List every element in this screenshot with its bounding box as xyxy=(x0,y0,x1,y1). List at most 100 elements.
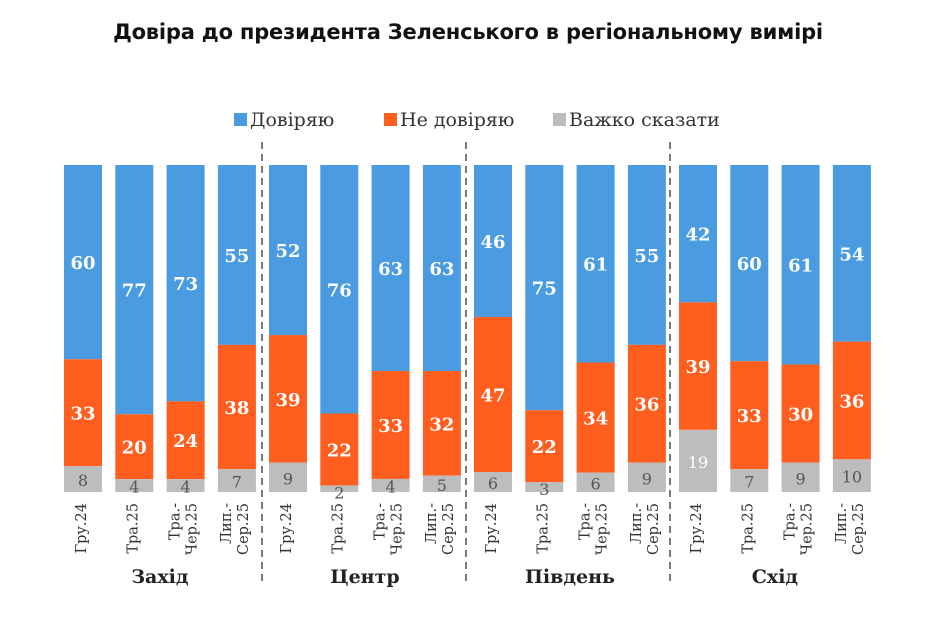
bar-2-2-xlabel: Тра.25 xyxy=(330,503,346,554)
legend-label-distrust: Не довіряю xyxy=(400,109,514,131)
bar-3-1-distrust xyxy=(474,316,512,473)
bar-3-3-distrust-label: 34 xyxy=(583,409,608,430)
bar-2-1-distrust-label: 39 xyxy=(275,390,300,411)
bar-1-1-hard xyxy=(64,466,102,492)
bar-3-4-trust xyxy=(627,165,666,345)
bar-4-2-hard xyxy=(730,469,769,492)
bar-2-2-distrust xyxy=(320,413,359,486)
bar-2-4-hard-label: 5 xyxy=(437,476,447,495)
legend: Довіряю Не довіряю Важко сказати xyxy=(234,109,720,131)
region-dividers xyxy=(261,142,671,582)
bar-1-4-trust xyxy=(217,165,256,345)
bar-2-1-xlabel: Гру.24 xyxy=(279,503,295,553)
x-tick-labels: Гру.24 Тра.25 Тра.-Чер.25 Лип.-Сер.25 Гру.24… xyxy=(74,503,867,555)
bar-1-4-xlabel: Лип.-Сер.25 xyxy=(219,503,252,555)
bar-4-2-distrust xyxy=(730,361,769,470)
bar-1-4-hard-label: 7 xyxy=(232,473,242,492)
bar-1-4-hard xyxy=(217,469,256,492)
bar-3-4-xlabel: Лип.-Сер.25 xyxy=(629,503,662,555)
bar-1-1-trust-label: 60 xyxy=(70,253,95,274)
bar-3-2-hard-label: 3 xyxy=(539,480,549,499)
bar-1-3-trust xyxy=(166,165,205,402)
bar-2-2-trust xyxy=(320,165,359,414)
legend-swatch-hard xyxy=(553,113,566,126)
legend-swatch-distrust xyxy=(384,113,397,126)
bar-2-3-hard-label: 4 xyxy=(386,477,396,496)
bars: 6033877204732445538752399762226333463325… xyxy=(64,165,871,502)
bar-1-2-hard-label: 4 xyxy=(129,478,139,497)
bar-3-4-trust-label: 55 xyxy=(634,246,659,267)
bar-1-1-distrust xyxy=(64,359,102,467)
bar-2-3-xlabel: Тра.-Чер.25 xyxy=(373,503,406,555)
legend-label-hard: Важко сказати xyxy=(569,109,720,131)
bar-1-1-xlabel: Гру.24 xyxy=(74,503,90,553)
bar-1-1-hard-label: 8 xyxy=(78,471,88,490)
bar-1-2-trust xyxy=(115,165,154,415)
bar-3-2-distrust xyxy=(525,410,564,483)
bar-3-1-distrust-label: 47 xyxy=(480,386,505,407)
bar-3-2-hard xyxy=(525,482,564,492)
bar-3-2-trust-label: 75 xyxy=(532,279,557,300)
bar-2-1-trust xyxy=(269,165,307,336)
bar-4-2-hard-label: 7 xyxy=(744,473,754,492)
bar-3-4-distrust xyxy=(627,344,666,463)
region-labels: Захід Центр Південь Схід xyxy=(131,566,798,588)
legend-label-trust: Довіряю xyxy=(250,109,334,131)
bar-1-4-trust-label: 55 xyxy=(224,246,249,267)
bar-1-2-distrust-label: 20 xyxy=(122,438,147,459)
bar-2-4-trust xyxy=(422,165,461,372)
bar-2-3-distrust xyxy=(371,371,410,479)
bar-4-3-xlabel: Тра.-Чер.25 xyxy=(783,503,816,555)
bar-2-3-hard xyxy=(371,478,410,492)
bar-2-1-hard-label: 9 xyxy=(283,469,293,488)
bar-4-3-hard xyxy=(781,462,820,492)
bar-4-4-xlabel: Лип.-Сер.25 xyxy=(834,503,867,555)
bar-3-4-distrust-label: 36 xyxy=(634,395,659,416)
bar-4-4-distrust-label: 36 xyxy=(839,391,864,412)
bar-1-3-distrust-label: 24 xyxy=(173,431,198,452)
bar-4-1-distrust xyxy=(679,302,717,430)
bar-3-2-trust xyxy=(525,165,564,411)
bar-4-3-hard-label: 9 xyxy=(796,469,806,488)
bar-1-3-hard xyxy=(166,479,205,492)
bar-3-3-trust xyxy=(576,165,615,363)
bar-2-3-trust-label: 63 xyxy=(378,259,403,280)
bar-4-4-hard xyxy=(832,459,871,492)
bar-3-3-hard xyxy=(576,472,615,492)
bar-4-2-trust xyxy=(730,165,769,362)
bar-1-2-xlabel: Тра.25 xyxy=(125,503,141,554)
bar-2-2-trust-label: 76 xyxy=(327,280,352,301)
bar-4-1-xlabel: Гру.24 xyxy=(689,503,705,553)
bar-3-4-hard xyxy=(627,462,666,492)
bar-3-1-xlabel: Гру.24 xyxy=(484,503,500,553)
bar-4-1-distrust-label: 39 xyxy=(685,357,710,378)
bar-4-4-trust xyxy=(832,165,871,342)
bar-1-3-hard-label: 4 xyxy=(181,478,191,497)
bar-3-2-distrust-label: 22 xyxy=(532,437,557,458)
bar-2-3-distrust-label: 33 xyxy=(378,416,403,437)
bar-4-4-trust-label: 54 xyxy=(839,244,864,265)
bar-2-2-hard xyxy=(320,485,359,492)
bar-4-3-trust-label: 61 xyxy=(788,256,813,277)
bar-4-1-hard xyxy=(679,429,717,492)
bar-1-1-distrust-label: 33 xyxy=(70,404,95,425)
bar-4-4-hard-label: 10 xyxy=(842,468,862,487)
bar-3-1-trust-label: 46 xyxy=(480,232,505,253)
bar-3-1-hard xyxy=(474,472,512,492)
bar-4-1-hard-label: 19 xyxy=(688,453,708,472)
bar-1-4-distrust-label: 38 xyxy=(224,398,249,419)
bar-3-3-distrust xyxy=(576,362,615,473)
bar-4-2-trust-label: 60 xyxy=(737,254,762,275)
bar-3-1-trust xyxy=(474,165,512,317)
bar-2-4-distrust-label: 32 xyxy=(429,414,454,435)
bar-1-4-distrust xyxy=(217,344,256,470)
region-label-1: Захід xyxy=(131,566,189,588)
bar-1-1-trust xyxy=(64,165,102,360)
bar-4-3-trust xyxy=(781,165,820,365)
bar-2-4-trust-label: 63 xyxy=(429,259,454,280)
bar-1-2-trust-label: 77 xyxy=(122,281,147,302)
bar-2-2-distrust-label: 22 xyxy=(327,440,352,461)
bar-4-1-trust xyxy=(679,165,717,303)
bar-1-3-trust-label: 73 xyxy=(173,274,198,295)
